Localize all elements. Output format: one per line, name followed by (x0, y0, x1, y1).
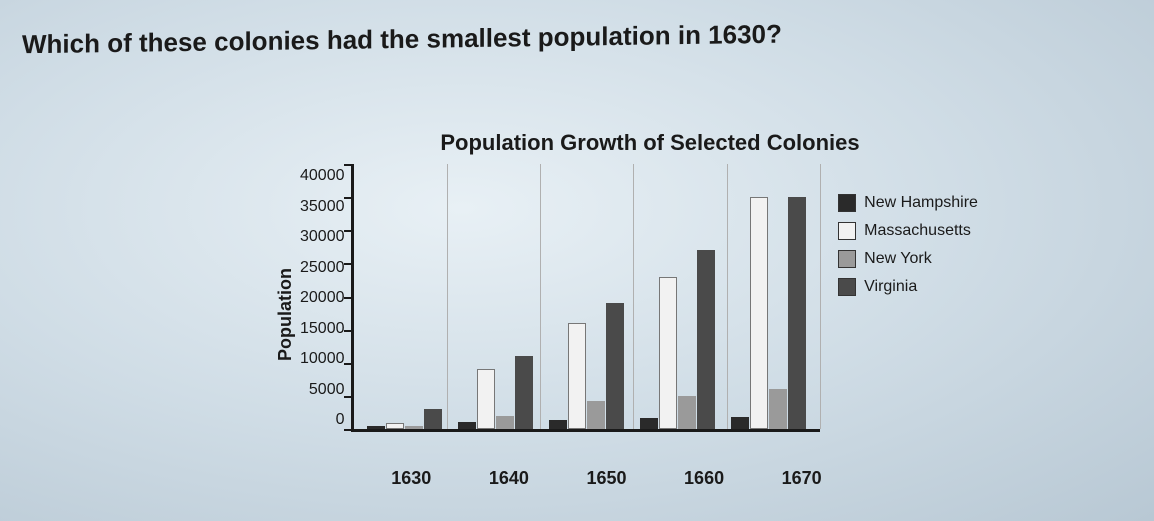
y-tick-mark (344, 396, 354, 398)
question-text: Which of these colonies had the smallest… (22, 19, 782, 61)
y-tick-mark (344, 363, 354, 365)
bar (477, 369, 495, 429)
plot-area (351, 164, 821, 432)
y-tick-mark (344, 297, 354, 299)
y-tick-mark (344, 263, 354, 265)
y-tick-label: 35000 (300, 199, 345, 215)
y-tick-label: 40000 (300, 168, 345, 184)
x-tick-label: 1660 (660, 468, 748, 489)
bar (386, 423, 404, 429)
chart-title: Population Growth of Selected Colonies (270, 130, 990, 156)
x-tick-label: 1650 (562, 468, 650, 489)
bar (731, 417, 749, 429)
bar-group (452, 164, 540, 429)
bar-group (725, 164, 813, 429)
legend-item: Virginia (838, 278, 990, 296)
y-tick-label: 30000 (300, 229, 345, 245)
legend-swatch (838, 194, 856, 212)
bar (606, 303, 624, 429)
bar (678, 396, 696, 429)
y-tick-mark (344, 330, 354, 332)
legend-label: New Hampshire (864, 194, 978, 212)
y-axis-label: Population (270, 164, 300, 464)
y-tick-label: 5000 (309, 382, 345, 398)
bar (769, 389, 787, 429)
bar (640, 418, 658, 429)
y-tick-label: 25000 (300, 260, 345, 276)
legend-item: Massachusetts (838, 222, 990, 240)
bar (697, 250, 715, 429)
y-tick-mark (344, 164, 354, 166)
bar (788, 197, 806, 429)
y-tick-mark (344, 197, 354, 199)
y-tick-label: 10000 (300, 351, 345, 367)
legend-item: New Hampshire (838, 194, 990, 212)
bar (367, 426, 385, 429)
legend-label: Massachusetts (864, 222, 971, 240)
bar (515, 356, 533, 429)
bar (750, 197, 768, 429)
x-tick-label: 1670 (758, 468, 846, 489)
y-tick-label: 0 (336, 412, 345, 428)
gridline (820, 164, 821, 429)
x-tick-label: 1640 (465, 468, 553, 489)
chart-container: Population Growth of Selected Colonies P… (270, 130, 990, 490)
bar (568, 323, 586, 429)
y-tick-mark (344, 429, 354, 431)
y-tick-label: 20000 (300, 290, 345, 306)
bar (424, 409, 442, 429)
bar (405, 426, 423, 429)
chart-body: Population 40000 35000 30000 25000 20000 1500… (270, 164, 990, 464)
bar-group (361, 164, 449, 429)
legend-swatch (838, 222, 856, 240)
bar (587, 401, 605, 429)
bar-group (543, 164, 631, 429)
bar (496, 416, 514, 429)
legend-label: New York (864, 250, 932, 268)
gridline (540, 164, 541, 429)
x-axis-labels: 1630 1640 1650 1660 1670 (357, 464, 857, 489)
bar (659, 277, 677, 429)
bar (458, 422, 476, 429)
y-tick-label: 15000 (300, 321, 345, 337)
legend-swatch (838, 250, 856, 268)
legend: New Hampshire Massachusetts New York Virgin… (820, 194, 990, 464)
bar-group (634, 164, 722, 429)
legend-label: Virginia (864, 278, 917, 296)
bar (549, 420, 567, 429)
legend-swatch (838, 278, 856, 296)
legend-item: New York (838, 250, 990, 268)
y-tick-mark (344, 230, 354, 232)
x-tick-label: 1630 (367, 468, 455, 489)
